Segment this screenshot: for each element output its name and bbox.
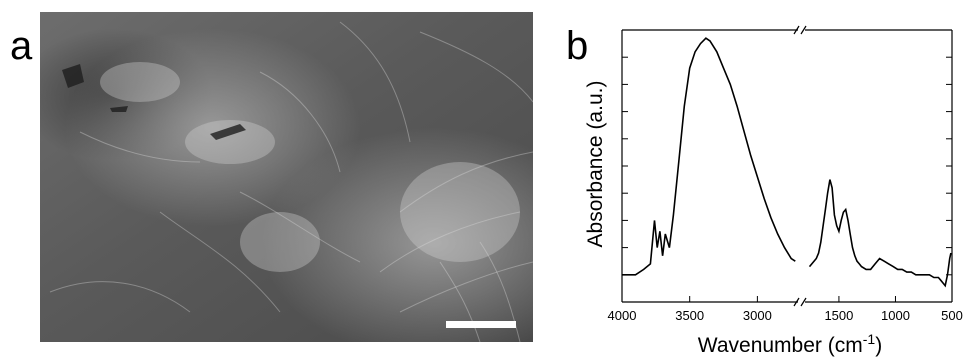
sem-texture — [49, 21, 533, 342]
panel-label-b: b — [566, 24, 589, 68]
x-tick-label-3000: 3000 — [743, 308, 772, 323]
ftir-spectrum-line — [622, 37, 952, 288]
x-tick-label-500: 500 — [941, 308, 963, 323]
scale-bar — [446, 321, 516, 328]
axis-break-mark — [800, 297, 807, 307]
x-axis-label: Wavenumber (cm-1) — [698, 331, 882, 357]
panel-label-a: a — [10, 24, 33, 68]
axis-break-mark — [800, 25, 807, 35]
axis-break-mark — [793, 297, 800, 307]
x-ticks: 4000 3500 3000 1500 1000 500 — [608, 296, 963, 323]
sem-micrograph — [40, 12, 533, 342]
chart-axes — [621, 25, 953, 307]
x-tick-label-3500: 3500 — [675, 308, 704, 323]
y-ticks — [622, 56, 952, 276]
y-axis-label: Absorbance (a.u.) — [584, 81, 607, 248]
axis-break-mark — [793, 25, 800, 35]
x-tick-label-1500: 1500 — [824, 308, 853, 323]
x-tick-label-4000: 4000 — [608, 308, 637, 323]
x-tick-label-1000: 1000 — [881, 308, 910, 323]
